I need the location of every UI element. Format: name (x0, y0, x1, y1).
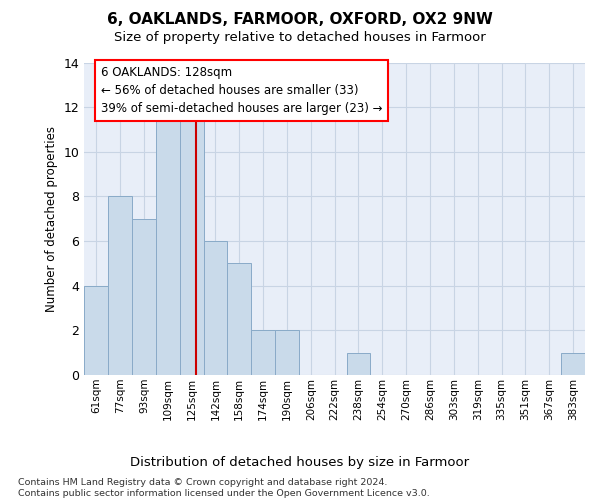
Text: 6 OAKLANDS: 128sqm
← 56% of detached houses are smaller (33)
39% of semi-detache: 6 OAKLANDS: 128sqm ← 56% of detached hou… (101, 66, 382, 115)
Y-axis label: Number of detached properties: Number of detached properties (45, 126, 58, 312)
Bar (132, 219, 156, 375)
Text: Size of property relative to detached houses in Farmoor: Size of property relative to detached ho… (114, 31, 486, 44)
Bar (84, 286, 108, 375)
Bar (203, 241, 227, 375)
Bar (561, 353, 585, 375)
Bar (108, 196, 132, 375)
Bar (251, 330, 275, 375)
Text: 6, OAKLANDS, FARMOOR, OXFORD, OX2 9NW: 6, OAKLANDS, FARMOOR, OXFORD, OX2 9NW (107, 12, 493, 28)
Bar (347, 353, 370, 375)
Bar (275, 330, 299, 375)
Text: Distribution of detached houses by size in Farmoor: Distribution of detached houses by size … (130, 456, 470, 469)
Bar (227, 264, 251, 375)
Text: Contains HM Land Registry data © Crown copyright and database right 2024.
Contai: Contains HM Land Registry data © Crown c… (18, 478, 430, 498)
Bar (156, 107, 179, 375)
Bar (179, 107, 203, 375)
